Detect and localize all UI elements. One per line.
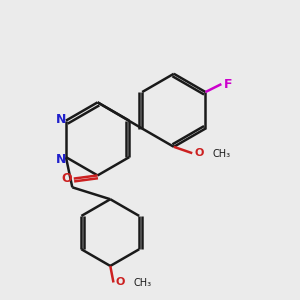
Text: N: N [56, 113, 67, 126]
Text: CH₃: CH₃ [134, 278, 152, 288]
Text: F: F [224, 78, 232, 91]
Text: O: O [116, 278, 125, 287]
Text: N: N [56, 153, 67, 166]
Text: CH₃: CH₃ [212, 149, 230, 159]
Text: O: O [195, 148, 204, 158]
Text: O: O [61, 172, 72, 185]
